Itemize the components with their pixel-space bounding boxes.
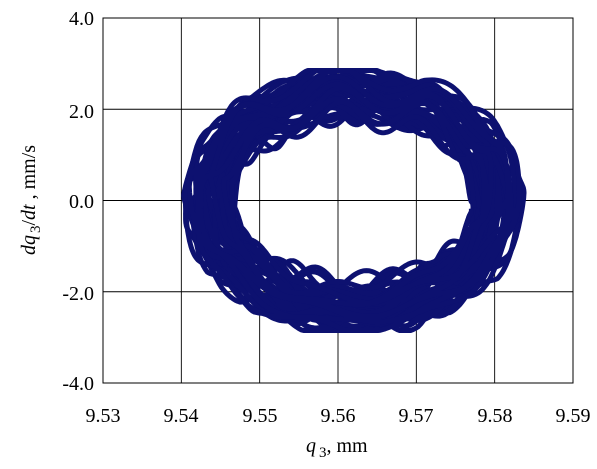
y-axis-title-prefix: dq <box>18 235 40 255</box>
x-axis: 9.53 9.54 9.55 9.56 9.57 9.58 9.59 <box>86 405 591 427</box>
y-tick-label: 4.0 <box>69 8 94 30</box>
y-axis-title-unit: , mm/s <box>18 145 40 205</box>
y-axis-title: dq3/dt , mm/s <box>18 145 44 255</box>
x-tick-label: 9.54 <box>164 405 199 427</box>
x-tick-label: 9.57 <box>399 405 434 427</box>
x-tick-label: 9.58 <box>478 405 513 427</box>
x-axis-title: q 3, mm <box>306 435 368 461</box>
x-axis-title-var: q <box>306 435 316 457</box>
x-tick-label: 9.56 <box>321 405 356 427</box>
y-tick-label: -2.0 <box>62 283 94 305</box>
plot-area <box>102 17 574 384</box>
orbit-trace-5 <box>183 68 524 327</box>
x-axis-title-unit: , mm <box>327 435 369 457</box>
x-tick-label: 9.53 <box>86 405 121 427</box>
x-axis-title-sub: 3 <box>319 445 327 461</box>
y-tick-label: -4.0 <box>62 373 94 395</box>
y-tick-label: 0.0 <box>69 191 94 213</box>
x-tick-label: 9.59 <box>556 405 591 427</box>
y-axis: 4.0 2.0 0.0 -2.0 -4.0 <box>62 8 94 395</box>
orbit-trace-6 <box>186 68 522 333</box>
y-tick-label: 2.0 <box>69 101 94 123</box>
phase-orbit-series <box>181 68 527 333</box>
x-tick-label: 9.55 <box>243 405 278 427</box>
y-axis-title-var2: dt <box>18 204 40 220</box>
plot-frame-top <box>102 17 574 384</box>
y-axis-title-slash: / <box>18 220 40 226</box>
y-axis-title-sub: 3 <box>28 226 44 234</box>
